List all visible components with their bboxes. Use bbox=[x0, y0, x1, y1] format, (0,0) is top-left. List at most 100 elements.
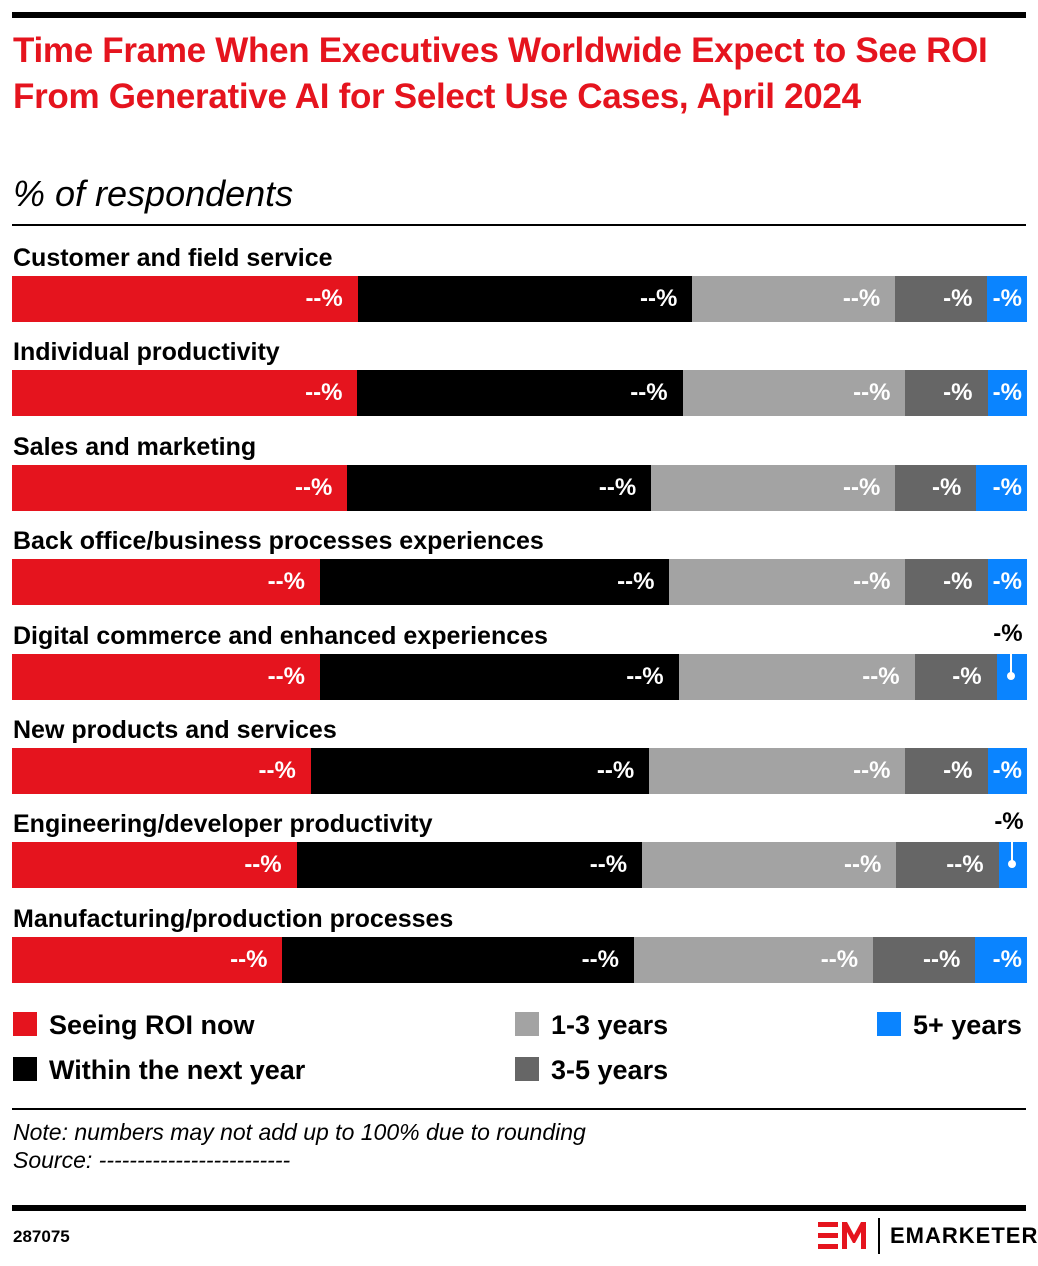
legend-label: 1-3 years bbox=[551, 1010, 669, 1040]
bar-segment bbox=[12, 370, 359, 416]
data-label: --% bbox=[230, 946, 268, 973]
data-label: --% bbox=[244, 851, 282, 878]
callout-line bbox=[1010, 654, 1013, 674]
chart-id: 287075 bbox=[13, 1227, 70, 1246]
data-label: --% bbox=[267, 663, 305, 690]
bar-segment bbox=[905, 748, 989, 794]
data-label: --% bbox=[626, 663, 664, 690]
category-label: Customer and field service bbox=[13, 244, 333, 272]
bar-segment bbox=[357, 370, 684, 416]
bar-segment bbox=[905, 559, 989, 605]
data-label: --% bbox=[843, 851, 882, 878]
bar-segment bbox=[692, 276, 896, 322]
legend-label: Within the next year bbox=[49, 1055, 306, 1085]
data-label: --% bbox=[853, 568, 891, 595]
bar-segment bbox=[347, 465, 652, 511]
category-label: Sales and marketing bbox=[13, 433, 257, 461]
bar-segment bbox=[987, 276, 1027, 322]
bar-segment bbox=[678, 654, 916, 700]
bar-segment bbox=[12, 842, 298, 888]
bar-segment bbox=[12, 748, 312, 794]
data-label: --% bbox=[305, 379, 343, 406]
bar-segment bbox=[914, 654, 998, 700]
bar-segment bbox=[319, 654, 680, 700]
legend-label: 3-5 years bbox=[551, 1055, 669, 1085]
data-label: -% bbox=[992, 568, 1022, 595]
data-label: -% bbox=[992, 379, 1022, 406]
bar-segment bbox=[642, 842, 897, 888]
bar-segment bbox=[357, 276, 693, 322]
bar-segment bbox=[905, 370, 989, 416]
bar-segment bbox=[896, 842, 1000, 888]
data-label: --% bbox=[589, 851, 628, 878]
bar-segment bbox=[12, 654, 321, 700]
data-label: --% bbox=[294, 474, 333, 501]
header-divider bbox=[12, 224, 1026, 226]
category-label: New products and services bbox=[13, 716, 337, 744]
data-label: -% bbox=[994, 808, 1024, 835]
category-label: Digital commerce and enhanced experience… bbox=[13, 622, 548, 650]
data-label: --% bbox=[853, 757, 891, 784]
data-label: --% bbox=[820, 946, 859, 973]
bar-segment bbox=[649, 748, 907, 794]
callout-dot bbox=[1008, 860, 1017, 868]
category-label: Engineering/developer productivity bbox=[13, 810, 433, 838]
legend-item-5-plus-years: 5+ years bbox=[877, 1010, 1032, 1040]
logo-divider bbox=[878, 1218, 880, 1254]
category-label: Individual productivity bbox=[13, 338, 280, 366]
category-label: Manufacturing/production processes bbox=[13, 905, 454, 933]
bar-segment bbox=[987, 370, 1027, 416]
footnote-divider bbox=[12, 1108, 1026, 1110]
legend-label: 5+ years bbox=[913, 1010, 1022, 1040]
bar-segment bbox=[873, 937, 976, 983]
data-label: --% bbox=[617, 568, 655, 595]
data-label: -% bbox=[992, 946, 1022, 973]
bar-segment bbox=[669, 559, 907, 605]
data-label: --% bbox=[630, 379, 668, 406]
callout-dot bbox=[1007, 672, 1016, 680]
bar-segment bbox=[12, 559, 321, 605]
bar-segment bbox=[976, 465, 1027, 511]
data-label: --% bbox=[305, 285, 343, 312]
data-label: --% bbox=[640, 285, 678, 312]
data-label: --% bbox=[923, 946, 961, 973]
bar-segment bbox=[975, 937, 1027, 983]
legend-swatch bbox=[13, 1012, 37, 1036]
chart-title: Time Frame When Executives Worldwide Exp… bbox=[13, 31, 988, 116]
note-text: Note: numbers may not add up to 100% due… bbox=[13, 1119, 586, 1145]
data-label: --% bbox=[598, 474, 637, 501]
data-label: -% bbox=[992, 474, 1022, 501]
data-label: -% bbox=[932, 474, 962, 501]
bar-segment bbox=[895, 276, 989, 322]
bar-segment bbox=[987, 559, 1027, 605]
data-label: --% bbox=[842, 474, 881, 501]
bar-segment bbox=[651, 465, 896, 511]
em-logo-icon bbox=[818, 1222, 866, 1249]
data-label: --% bbox=[596, 757, 635, 784]
legend-swatch bbox=[877, 1012, 901, 1036]
data-label: --% bbox=[853, 379, 891, 406]
bar-segment bbox=[12, 937, 284, 983]
data-label: -% bbox=[943, 757, 973, 784]
data-label: --% bbox=[946, 851, 984, 878]
bar-segment bbox=[296, 842, 643, 888]
data-label: -% bbox=[943, 379, 973, 406]
bar-segment bbox=[12, 276, 359, 322]
bar-segment bbox=[682, 370, 907, 416]
category-label: Back office/business processes experienc… bbox=[13, 527, 544, 555]
data-label: --% bbox=[862, 663, 900, 690]
brand-name: EMARKETER bbox=[890, 1223, 1038, 1248]
data-label: --% bbox=[267, 568, 305, 595]
legend-swatch bbox=[13, 1057, 37, 1081]
footer-rule bbox=[12, 1205, 1026, 1211]
data-label: --% bbox=[581, 946, 619, 973]
legend-item-3-5-years: 3-5 years bbox=[515, 1055, 715, 1085]
top-rule bbox=[12, 12, 1026, 18]
legend-label: Seeing ROI now bbox=[49, 1010, 255, 1040]
data-label: -% bbox=[943, 285, 973, 312]
data-label: -% bbox=[952, 663, 982, 690]
legend-swatch bbox=[515, 1012, 539, 1036]
legend-item-seeing-roi-now: Seeing ROI now bbox=[13, 1010, 313, 1040]
bar-segment bbox=[633, 937, 874, 983]
data-label: -% bbox=[993, 620, 1023, 647]
